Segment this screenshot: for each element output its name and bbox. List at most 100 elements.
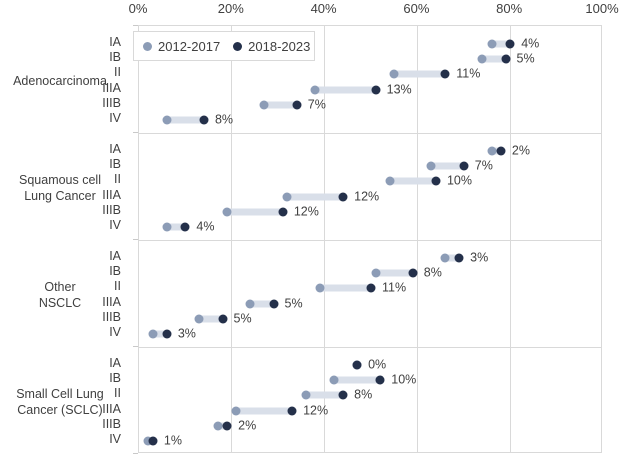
dot-2012-2017 [315,283,325,293]
stage-label: IA [109,249,121,264]
dot-2012-2017 [487,146,497,156]
dot-2018-2023 [338,390,348,400]
dot-2012-2017 [310,85,320,95]
diff-label: 8% [214,112,234,127]
dumbbell-connector [217,422,228,430]
legend-marker-2012-2017-icon [143,41,152,51]
dot-2018-2023 [375,375,385,385]
dot-2012-2017 [148,329,158,339]
group-label-line: Cancer (SCLC) [17,403,103,417]
dot-2018-2023 [180,222,190,232]
diff-label: 3% [470,250,489,265]
dot-2012-2017 [245,299,255,309]
diff-label: 5% [516,51,535,66]
dot-2018-2023 [218,314,228,324]
diff-label: 8% [354,388,373,403]
dumbbell-connector [199,315,223,323]
legend: 2012-2017 2018-2023 [133,31,315,61]
diff-label: 11% [456,67,481,82]
stage-label: II [114,386,121,401]
dot-2012-2017 [231,406,241,416]
dot-2018-2023 [366,283,376,293]
dot-2018-2023 [269,299,279,309]
stage-label: II [114,65,121,80]
stage-label: IB [109,50,121,65]
dot-2012-2017 [162,115,172,125]
group-label: Adenocarcinoma [4,73,116,89]
dot-2012-2017 [487,39,497,49]
dot-2012-2017 [143,436,153,446]
dumbbell-connector [482,55,506,63]
dot-2018-2023 [278,207,288,217]
group-label: Small Cell Lung Cancer (SCLC) [4,386,116,418]
dumbbell-connector [445,254,460,262]
dot-2012-2017 [385,176,395,186]
dumbbell-connector [227,208,283,216]
diff-label: 2% [511,143,530,158]
dot-2018-2023 [162,329,172,339]
dumbbell-connector [319,284,371,292]
x-axis-tick-label: 40% [310,1,337,16]
dot-2018-2023 [287,406,297,416]
category-tick [133,345,138,347]
dot-2018-2023 [440,69,450,79]
group-separator [139,239,601,241]
dot-2012-2017 [162,222,172,232]
dot-2018-2023 [431,176,441,186]
dot-2018-2023 [222,421,232,431]
dot-2018-2023 [148,436,158,446]
category-tick [133,238,138,240]
category-tick [133,452,138,454]
x-axis-tick-label: 100% [585,1,619,16]
x-axis-tick-label: 60% [403,1,430,16]
stage-label: IB [109,371,121,386]
diff-label: 10% [391,372,417,387]
diff-label: 3% [177,326,196,341]
stage-label: IB [109,264,121,279]
dot-2012-2017 [282,192,292,202]
stage-label: IIIA [102,294,121,309]
dot-2018-2023 [496,146,506,156]
stage-label: IV [109,432,121,447]
dot-2012-2017 [222,207,232,217]
group-separator [139,346,601,348]
group-label-line: Lung Cancer [24,189,96,203]
legend-label-2012-2017: 2012-2017 [158,38,221,54]
dot-2018-2023 [352,360,362,370]
dot-2012-2017 [329,375,339,385]
dumbbell-connector [491,147,501,155]
gridline [416,26,418,452]
stage-label: IA [109,356,121,371]
stage-label: IIIB [102,416,121,431]
group-label-line: Adenocarcinoma [13,74,107,88]
legend-item-2012-2017: 2012-2017 [143,39,220,54]
gridline [324,26,326,452]
dumbbell-connector [333,376,381,384]
dot-2012-2017 [259,100,269,110]
diff-label: 7% [474,158,493,173]
group-label: Other NSCLC [4,279,116,311]
dumbbell-connector [306,391,344,399]
dumbbell-connector [431,162,464,170]
gridline [231,26,233,452]
dot-2018-2023 [338,192,348,202]
dumbbell-connector [394,70,446,78]
category-tick [133,131,138,133]
group-label: Squamous cell Lung Cancer [4,172,116,204]
diff-label: 1% [163,433,182,448]
group-separator [139,132,601,134]
x-axis-tick-label: 0% [128,1,148,16]
gridline [509,26,511,452]
dot-2018-2023 [199,115,209,125]
stage-label: IV [109,111,121,126]
dumbbell-connector [375,269,413,277]
diff-label: 12% [293,204,319,219]
diff-label: 11% [382,281,407,296]
dot-2012-2017 [194,314,204,324]
stage-label: IA [109,142,121,157]
diff-label: 7% [307,97,326,112]
dot-2018-2023 [371,85,381,95]
diff-label: 8% [423,265,442,280]
diff-label: 12% [354,189,380,204]
